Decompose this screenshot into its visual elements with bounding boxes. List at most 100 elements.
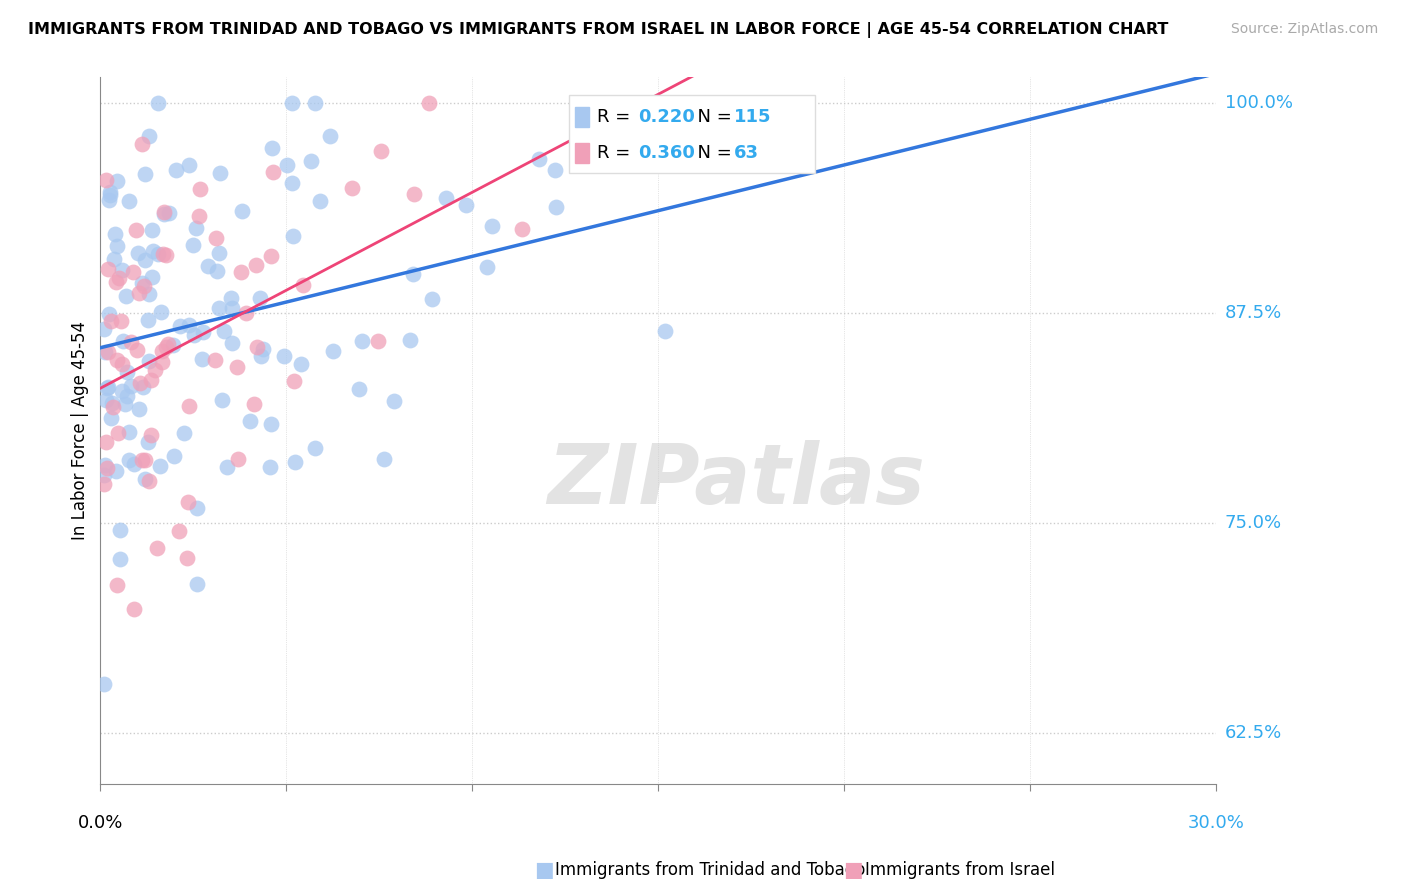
- Point: [97, 193, 120, 207]
- Point: [127, 246, 149, 260]
- Point: [150, 355, 173, 369]
- Point: [399, 333, 422, 347]
- Point: [654, 324, 676, 338]
- Point: [93, 344, 115, 359]
- Point: [319, 128, 342, 143]
- Point: [208, 246, 231, 260]
- Point: [134, 252, 156, 267]
- Point: [420, 292, 443, 306]
- Point: [118, 425, 141, 439]
- Point: [100, 411, 122, 425]
- Point: [260, 250, 283, 264]
- Point: [340, 181, 363, 195]
- Point: [155, 340, 177, 354]
- Point: [259, 417, 281, 432]
- Point: [93, 322, 115, 336]
- Point: [114, 397, 136, 411]
- Point: [136, 434, 159, 449]
- Point: [186, 576, 208, 591]
- Text: Immigrants from Israel: Immigrants from Israel: [865, 861, 1054, 879]
- Point: [131, 136, 153, 151]
- Point: [211, 392, 233, 407]
- Point: [103, 252, 125, 267]
- Point: [273, 350, 295, 364]
- Point: [105, 353, 128, 368]
- Point: [169, 319, 191, 334]
- Point: [382, 393, 405, 408]
- Point: [94, 435, 117, 450]
- Point: [94, 458, 117, 472]
- Point: [143, 363, 166, 377]
- Point: [134, 472, 156, 486]
- Point: [291, 277, 314, 292]
- Point: [107, 426, 129, 441]
- Point: [100, 314, 122, 328]
- Point: [225, 360, 247, 375]
- Point: [367, 334, 389, 349]
- Text: 87.5%: 87.5%: [1225, 304, 1282, 322]
- Text: 62.5%: 62.5%: [1225, 724, 1282, 742]
- Point: [115, 389, 138, 403]
- Point: [104, 275, 127, 289]
- Point: [193, 325, 215, 339]
- Point: [122, 602, 145, 616]
- Point: [118, 453, 141, 467]
- Point: [304, 95, 326, 110]
- Point: [93, 676, 115, 690]
- Point: [118, 194, 141, 208]
- Point: [228, 451, 250, 466]
- Point: [454, 198, 477, 212]
- Point: [97, 261, 120, 276]
- Point: [96, 393, 118, 408]
- Point: [221, 301, 243, 316]
- Point: [141, 270, 163, 285]
- Point: [146, 246, 169, 260]
- Point: [156, 337, 179, 351]
- Point: [96, 381, 118, 395]
- Point: [177, 399, 200, 413]
- Point: [177, 318, 200, 333]
- Point: [242, 397, 264, 411]
- Point: [110, 314, 132, 328]
- Point: [105, 238, 128, 252]
- Point: [97, 380, 120, 394]
- Point: [98, 307, 121, 321]
- Y-axis label: In Labor Force | Age 45-54: In Labor Force | Age 45-54: [72, 321, 89, 541]
- Point: [152, 247, 174, 261]
- Point: [105, 174, 128, 188]
- Point: [173, 425, 195, 440]
- Point: [179, 158, 201, 172]
- Point: [136, 313, 159, 327]
- Point: [183, 328, 205, 343]
- Point: [239, 414, 262, 428]
- Text: R =: R =: [598, 108, 636, 126]
- Point: [260, 141, 283, 155]
- Point: [138, 354, 160, 368]
- Point: [229, 265, 252, 279]
- Point: [231, 203, 253, 218]
- Point: [111, 262, 134, 277]
- Point: [111, 358, 134, 372]
- Point: [205, 264, 228, 278]
- Point: [208, 166, 231, 180]
- Point: [138, 287, 160, 301]
- Point: [105, 464, 128, 478]
- Point: [93, 468, 115, 483]
- Point: [191, 351, 214, 366]
- Point: [184, 220, 207, 235]
- Point: [134, 452, 156, 467]
- Point: [138, 129, 160, 144]
- Point: [276, 158, 298, 172]
- Text: 30.0%: 30.0%: [1188, 814, 1244, 832]
- Point: [96, 461, 118, 475]
- Point: [142, 244, 165, 258]
- Point: [477, 260, 499, 274]
- Text: 0.0%: 0.0%: [77, 814, 124, 832]
- Point: [155, 248, 177, 262]
- Point: [544, 163, 567, 178]
- Point: [283, 374, 305, 388]
- Point: [153, 205, 176, 219]
- Point: [93, 477, 115, 491]
- Point: [188, 182, 211, 196]
- Point: [402, 267, 425, 281]
